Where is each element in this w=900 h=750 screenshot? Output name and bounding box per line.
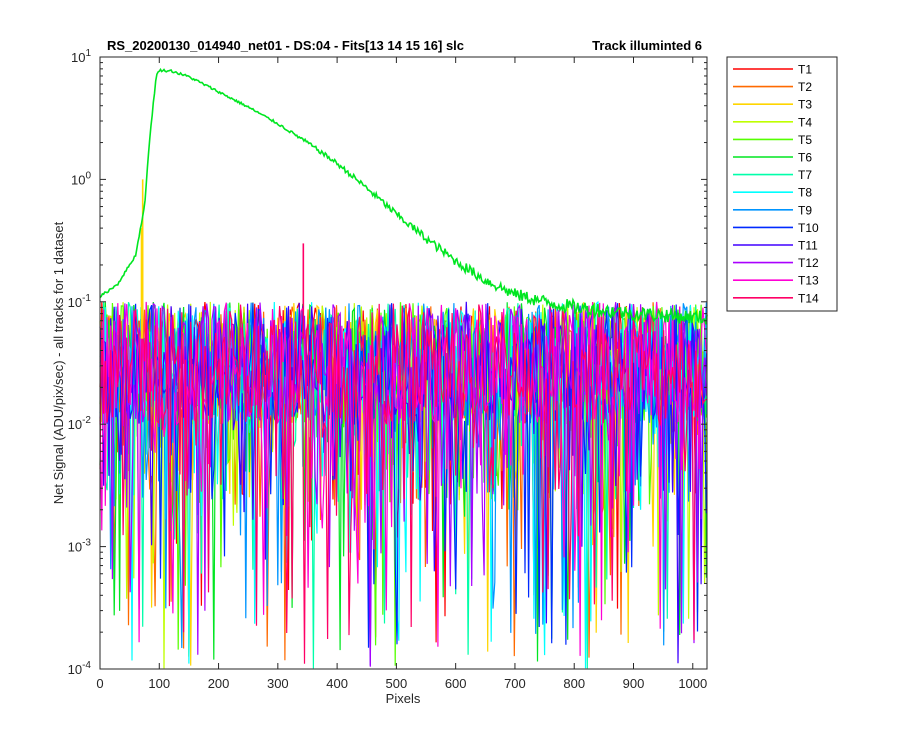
y-tick-label: 101: [71, 48, 91, 65]
legend-label-T5: T5: [798, 133, 812, 147]
legend-label-T10: T10: [798, 221, 819, 235]
legend-label-T6: T6: [798, 151, 812, 165]
legend-label-T13: T13: [798, 274, 819, 288]
legend-label-T9: T9: [798, 203, 812, 217]
x-tick-label: 700: [504, 676, 526, 691]
legend-label-T1: T1: [798, 63, 812, 77]
legend-label-T7: T7: [798, 168, 812, 182]
legend-label-T3: T3: [798, 98, 812, 112]
x-tick-label: 100: [148, 676, 170, 691]
chart-title: RS_20200130_014940_net01 - DS:04 - Fits[…: [107, 38, 464, 53]
legend-label-T4: T4: [798, 115, 812, 129]
y-tick-label: 10-1: [68, 293, 92, 310]
series-line-T6-illuminated: [99, 67, 708, 325]
y-axis: 10-4 10-3 10-2 10-1 100 101: [68, 48, 707, 677]
y-tick-label: 10-3: [68, 538, 92, 555]
x-tick-label: 300: [267, 676, 289, 691]
legend: T1 T2 T3 T4 T5 T6 T7 T8 T9 T10 T11 T12 T13 T14: [726, 56, 838, 312]
y-axis-label: Net Signal (ADU/pix/sec) - all tracks fo…: [51, 221, 66, 504]
x-tick-label: 600: [445, 676, 467, 691]
x-axis: 0 100 200 300 400 500 600 700 800 900 1000: [96, 57, 707, 691]
series-line-T14: [99, 302, 707, 664]
x-tick-label: 1000: [678, 676, 707, 691]
x-tick-label: 500: [386, 676, 408, 691]
legend-label-T2: T2: [798, 80, 812, 94]
legend-label-T14: T14: [798, 291, 819, 305]
chart-title-right: Track illuminted 6: [592, 38, 702, 53]
illuminated-track-line: [99, 67, 708, 325]
x-axis-label: Pixels: [386, 691, 421, 706]
legend-label-T12: T12: [798, 256, 819, 270]
background-noise-traces: [99, 300, 707, 669]
x-tick-label: 0: [96, 676, 103, 691]
y-tick-label: 10-2: [68, 415, 92, 432]
spike-marks: [140, 179, 305, 339]
legend-label-T11: T11: [798, 239, 818, 253]
x-tick-label: 800: [563, 676, 585, 691]
legend-label-T8: T8: [798, 186, 812, 200]
legend-box: [726, 56, 838, 312]
plot-frame: [99, 56, 708, 670]
x-tick-label: 900: [623, 676, 645, 691]
x-tick-label: 200: [208, 676, 230, 691]
x-tick-label: 400: [326, 676, 348, 691]
y-tick-label: 10-4: [68, 660, 92, 677]
y-tick-label: 100: [71, 170, 91, 187]
